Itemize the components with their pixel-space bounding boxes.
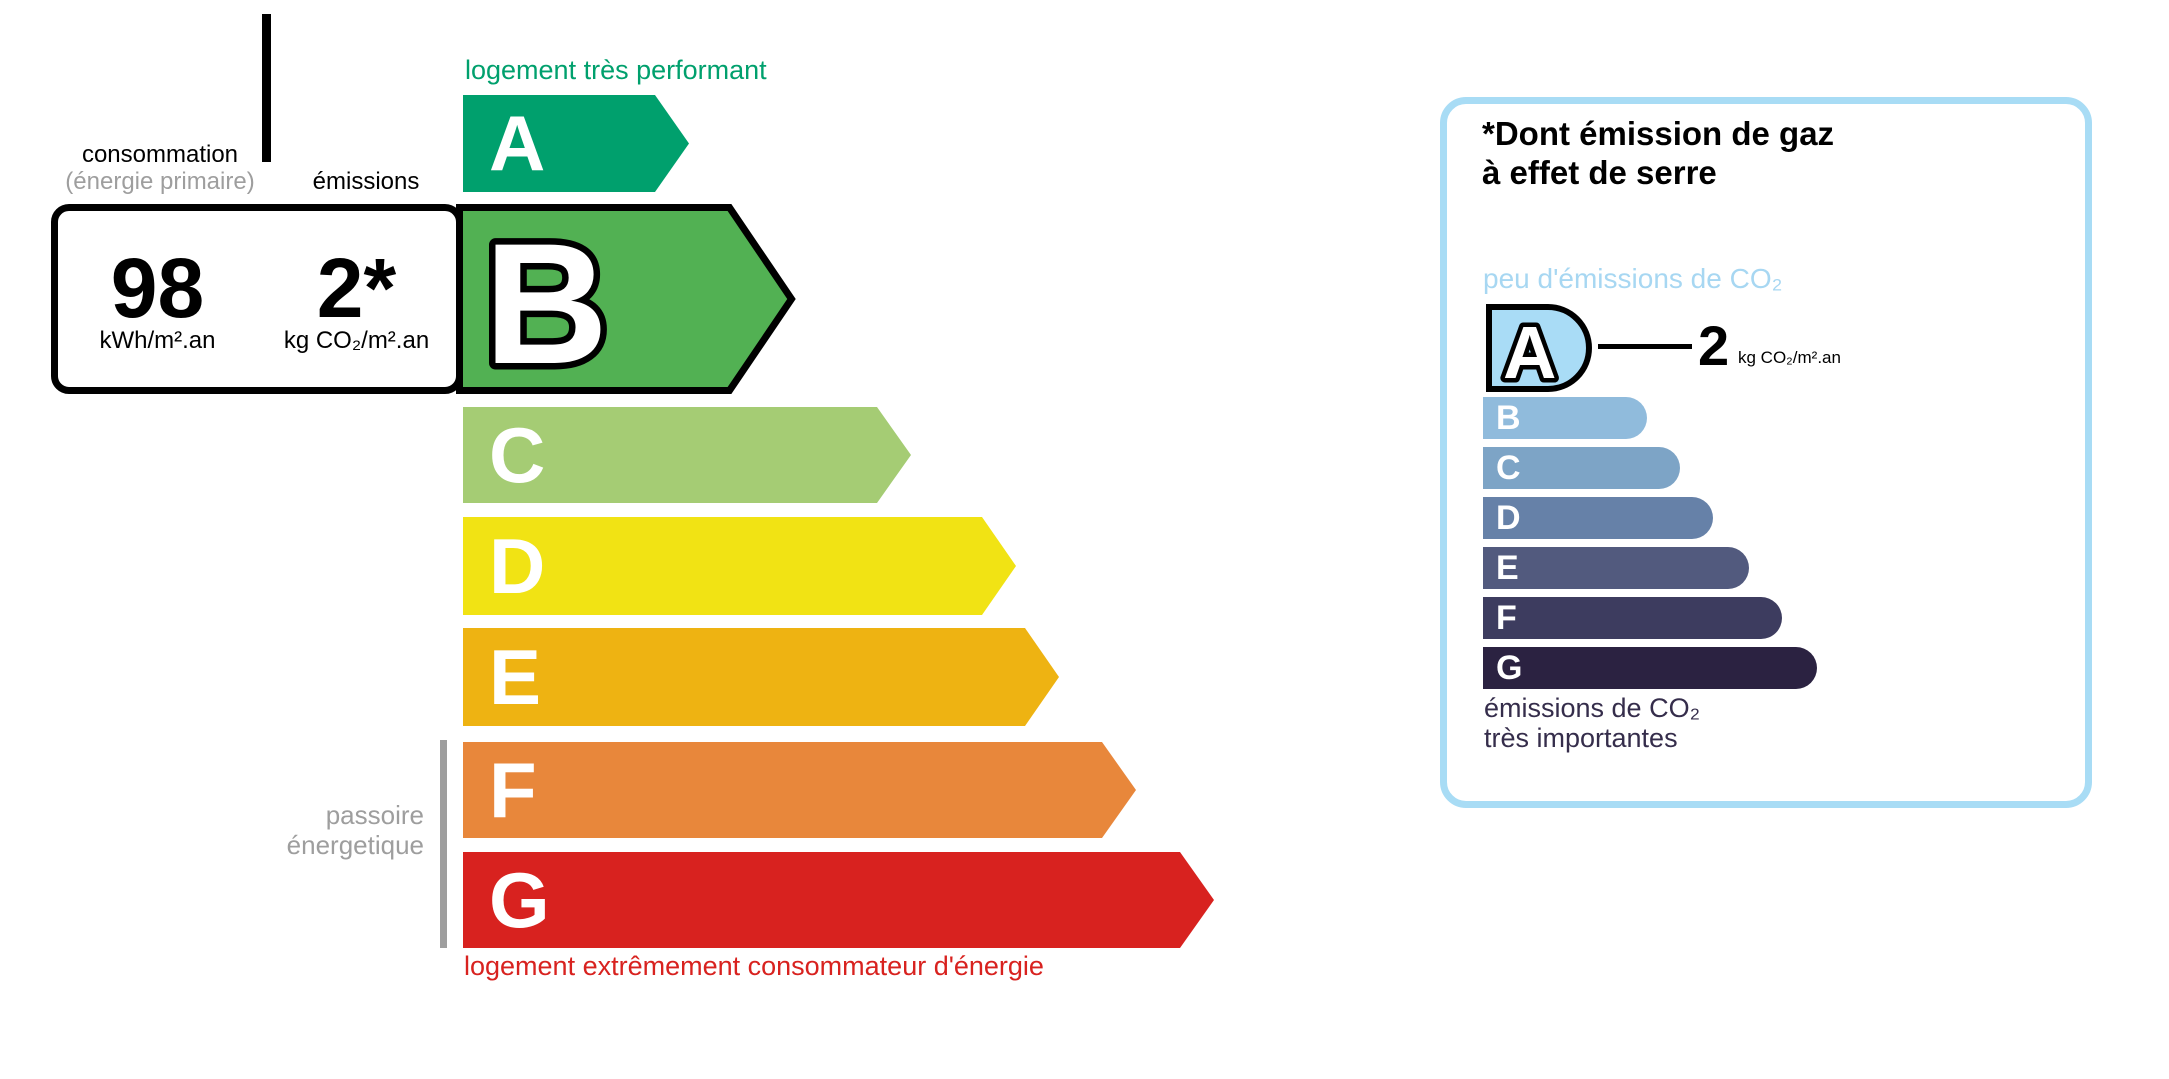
co2-class-letter-G: G [1496, 648, 1523, 687]
co2-class-letter-B: B [1496, 398, 1521, 437]
co2-panel-title: *Dont émission de gaz à effet de serre [1482, 115, 1835, 191]
co2-value-connector [1598, 344, 1692, 349]
co2-class-bar-F: F [1483, 597, 1782, 639]
consumption-header: consommation (énergie primaire) [40, 141, 280, 195]
emissions-value: 2* [316, 241, 397, 335]
co2-class-bar-B: B [1483, 397, 1647, 439]
energy-class-arrow-E: E [463, 628, 1059, 726]
consumption-unit: kWh/m².an [99, 327, 216, 354]
energy-class-arrow-D: D [463, 517, 1016, 615]
emissions-header: émissions [276, 168, 456, 195]
co2-class-letter-F: F [1496, 598, 1517, 637]
co2-class-bar-G: G [1483, 647, 1817, 689]
consumption-value: 98 [110, 241, 205, 335]
co2-class-letter-C: C [1496, 448, 1521, 487]
co2-low-caption: peu d'émissions de CO₂ [1483, 263, 1783, 294]
co2-class-bar-D: D [1483, 497, 1713, 539]
consumption-label: consommation [81, 141, 239, 168]
energy-class-letter-E: E [489, 632, 542, 721]
co2-class-letter-E: E [1496, 548, 1519, 587]
bottom-caption: logement extrêmement consommateur d'éner… [464, 951, 1044, 981]
consumption-sublabel: (énergie primaire) [65, 168, 255, 195]
energy-sink-bracket [440, 740, 447, 948]
energy-class-letter-F: F [489, 745, 537, 834]
co2-high-caption: émissions de CO₂ très importantes [1484, 693, 1701, 753]
consumption-cell: 98 kWh/m².an [58, 211, 257, 387]
energy-class-letter-A: A [489, 99, 546, 187]
value-box-divider [262, 14, 271, 162]
emissions-cell: 2* kg CO₂/m².an [257, 211, 456, 387]
energy-class-arrow-B-selected: B [456, 204, 796, 394]
energy-class-arrow-C: C [463, 407, 911, 503]
svg-text:A: A [1503, 311, 1556, 394]
rating-value-box: 98 kWh/m².an 2* kg CO₂/m².an [51, 204, 463, 394]
co2-class-bar-E: E [1483, 547, 1749, 589]
co2-value-unit: kg CO₂/m².an [1738, 348, 1841, 367]
co2-value: 2 [1698, 314, 1730, 377]
co2-selected-badge: A [1486, 304, 1592, 394]
co2-class-bar-C: C [1483, 447, 1680, 489]
energy-class-arrow-A: A [463, 95, 689, 192]
energy-class-arrow-G: G [463, 852, 1214, 948]
emissions-label: émissions [312, 168, 420, 195]
svg-text:B: B [484, 208, 608, 394]
energy-class-letter-D: D [489, 521, 546, 610]
energy-class-letter-G: G [489, 855, 550, 944]
energy-sink-label: passoire énergetique [286, 800, 424, 860]
energy-class-arrow-F: F [463, 742, 1136, 838]
top-caption: logement très performant [465, 55, 767, 85]
energy-class-letter-C: C [489, 410, 546, 499]
emissions-unit: kg CO₂/m².an [283, 327, 430, 354]
co2-class-letter-D: D [1496, 498, 1521, 537]
